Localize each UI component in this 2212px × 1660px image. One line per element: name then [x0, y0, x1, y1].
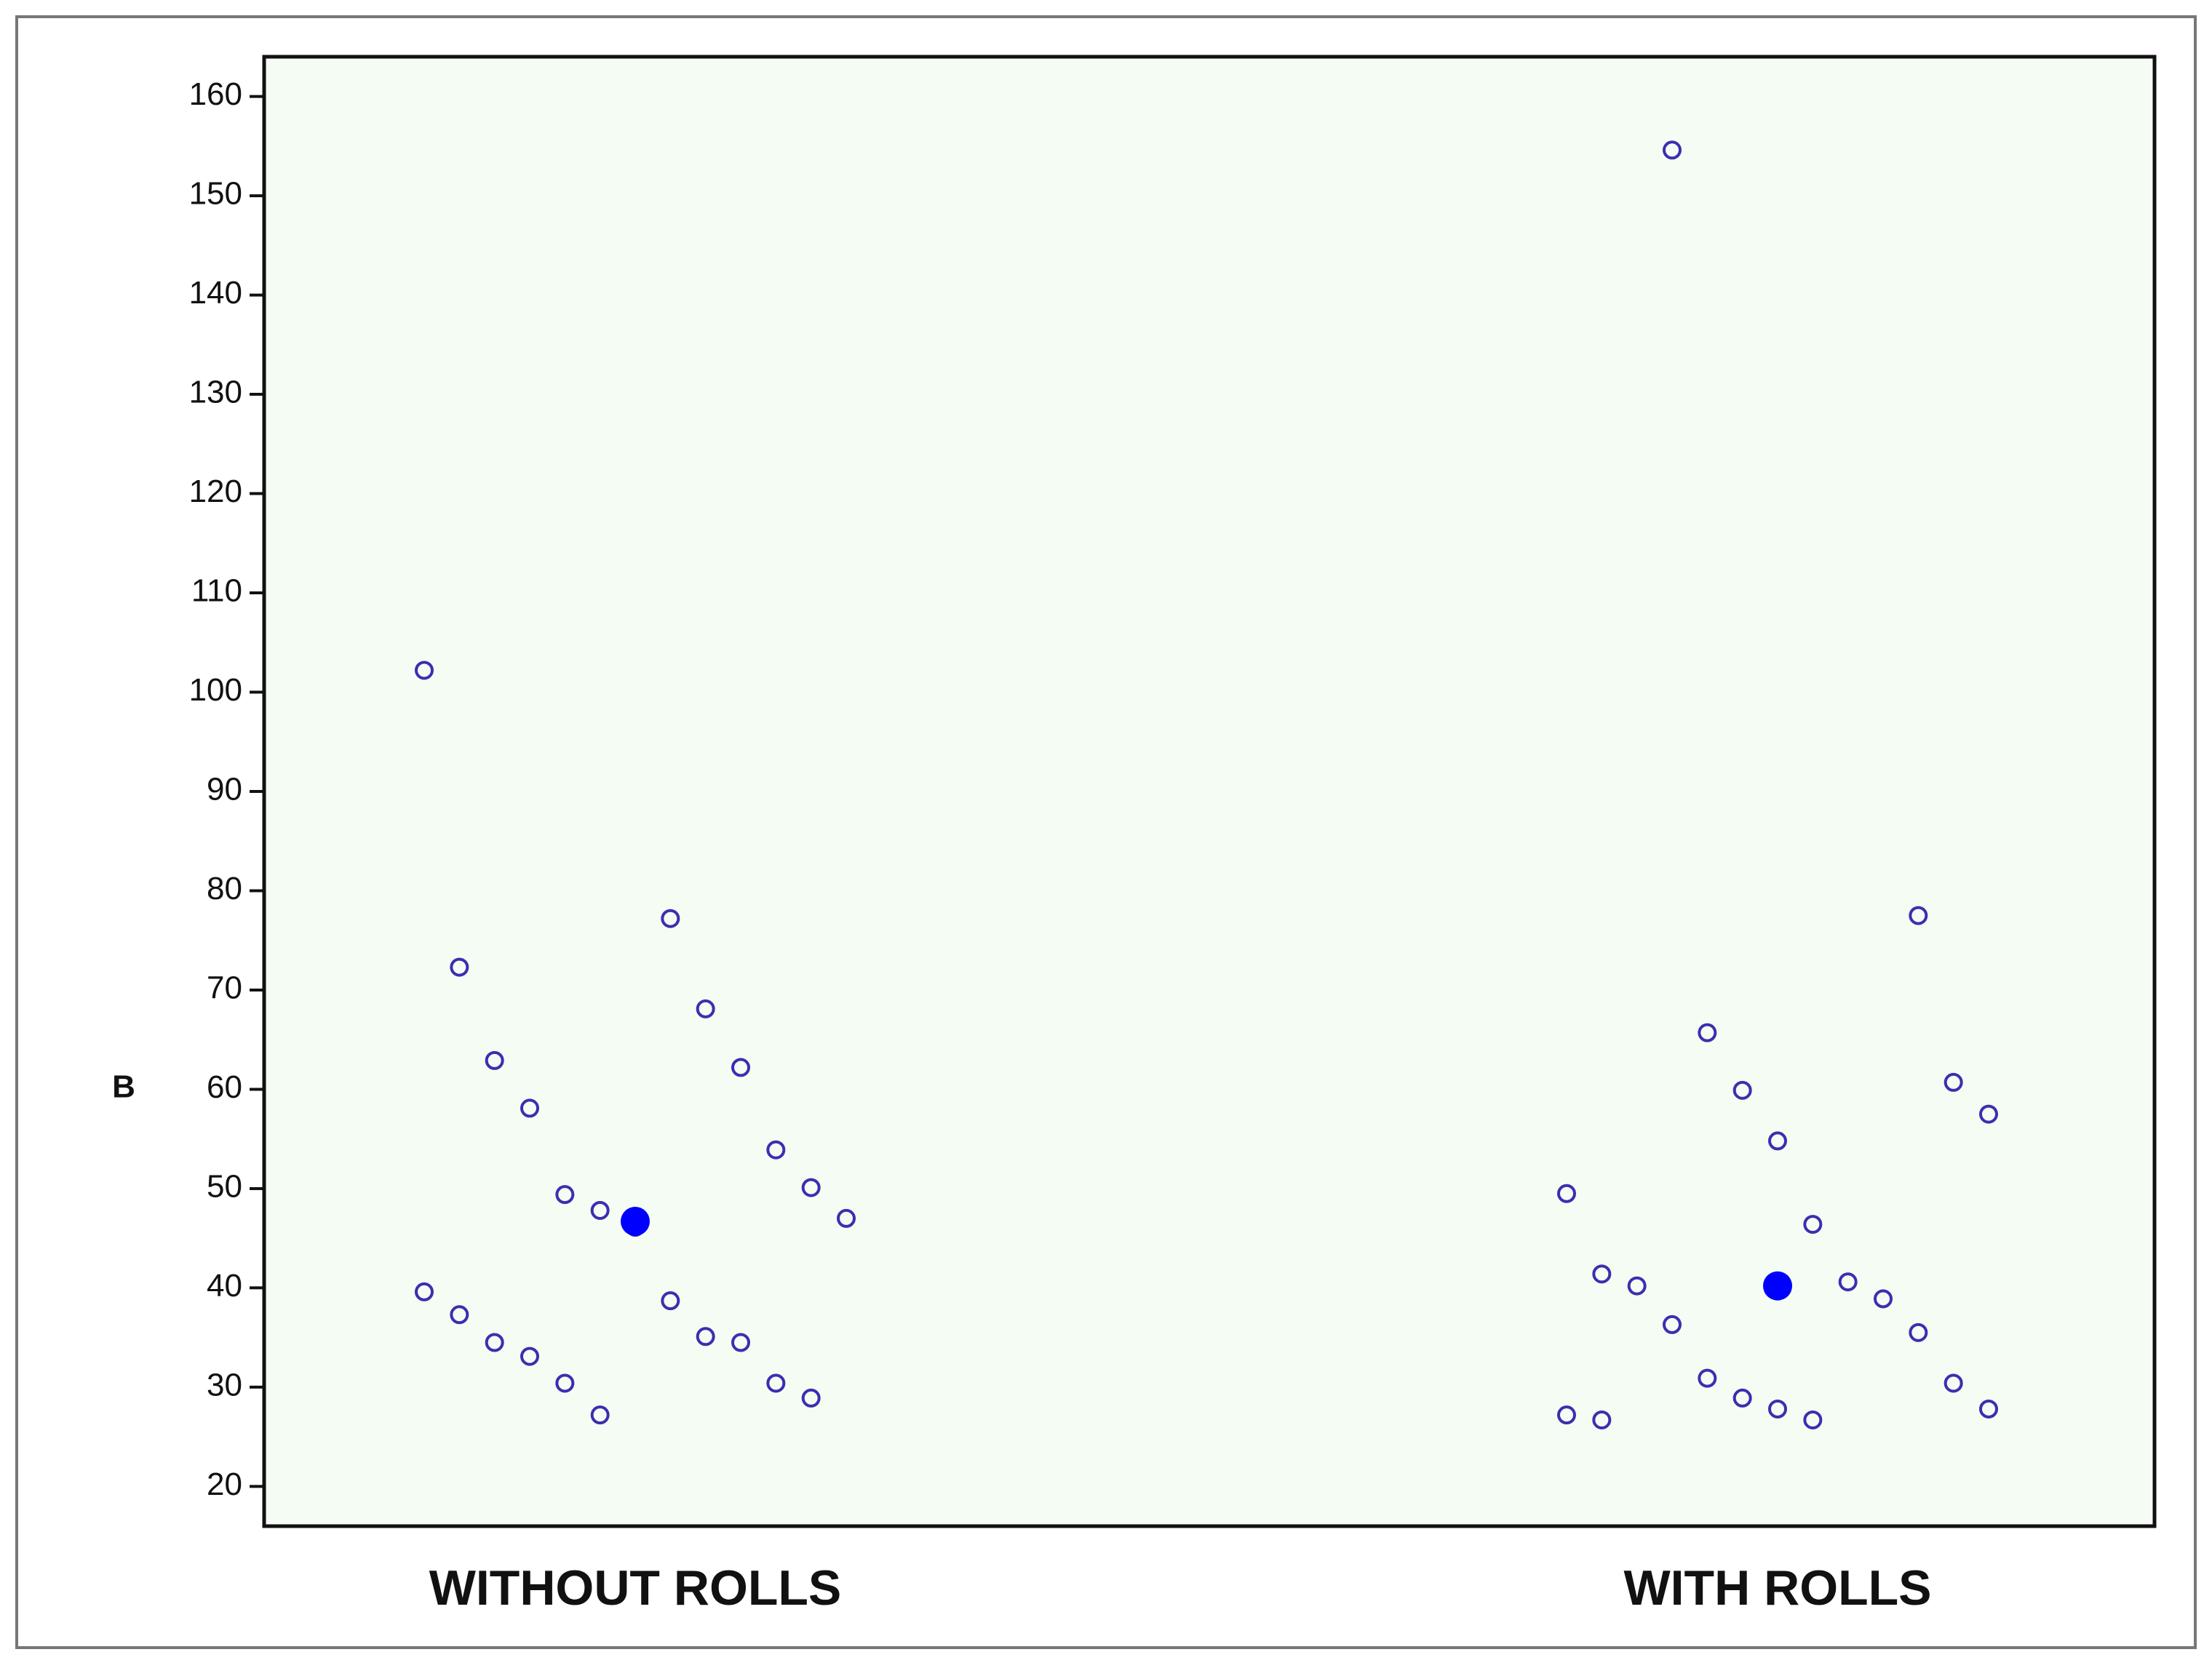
y-tick-label: 110 — [191, 573, 242, 609]
category-label: WITHOUT ROLLS — [429, 1560, 842, 1616]
data-point — [1732, 1388, 1752, 1408]
data-point — [1803, 1215, 1823, 1234]
data-point — [1944, 1373, 1963, 1393]
data-point — [1663, 1314, 1682, 1334]
y-tick-label: 140 — [189, 275, 242, 311]
data-point — [1592, 1264, 1612, 1284]
category-label: WITH ROLLS — [1623, 1560, 1931, 1616]
data-point — [590, 1200, 610, 1220]
y-tick-label: 30 — [207, 1368, 242, 1403]
y-tick-label: 150 — [189, 176, 242, 212]
y-axis-label: B — [112, 1069, 135, 1105]
data-point — [731, 1058, 750, 1077]
data-point — [1557, 1184, 1576, 1203]
data-point — [450, 1305, 469, 1325]
data-point — [520, 1098, 539, 1118]
data-point — [415, 661, 434, 680]
data-point — [1979, 1399, 1998, 1418]
data-point — [1592, 1410, 1612, 1429]
y-tick-label: 40 — [207, 1268, 242, 1304]
data-point — [1944, 1072, 1963, 1092]
data-point — [485, 1333, 504, 1352]
data-point — [766, 1373, 786, 1393]
plot-area — [262, 55, 2157, 1528]
data-point — [485, 1050, 504, 1070]
data-point — [1732, 1080, 1752, 1100]
data-point — [450, 957, 469, 977]
data-point — [1909, 906, 1928, 925]
data-point — [415, 1282, 434, 1301]
data-point — [1768, 1399, 1787, 1418]
y-tick-label: 100 — [189, 672, 242, 708]
data-point — [1698, 1368, 1717, 1388]
data-point — [1979, 1104, 1998, 1124]
data-point — [555, 1373, 575, 1393]
data-point — [1627, 1276, 1647, 1296]
data-point — [696, 999, 715, 1018]
mean-point — [1763, 1271, 1792, 1301]
y-tick-label: 130 — [189, 375, 242, 410]
data-point — [1698, 1023, 1717, 1042]
y-tick-label: 60 — [207, 1069, 242, 1105]
data-point — [520, 1346, 539, 1366]
mean-point — [621, 1206, 650, 1236]
data-point — [696, 1327, 715, 1346]
data-point — [801, 1388, 821, 1408]
data-point — [766, 1140, 786, 1160]
data-point — [801, 1178, 821, 1197]
data-point — [1768, 1131, 1787, 1151]
y-tick-label: 70 — [207, 970, 242, 1006]
y-tick-label: 90 — [207, 772, 242, 807]
y-tick-label: 20 — [207, 1467, 242, 1502]
data-point — [731, 1333, 750, 1352]
data-point — [837, 1208, 856, 1228]
data-point — [1874, 1289, 1893, 1309]
data-point — [1557, 1405, 1576, 1425]
y-tick-label: 160 — [189, 76, 242, 112]
data-point — [590, 1405, 610, 1425]
y-tick-label: 80 — [207, 871, 242, 906]
data-point — [661, 1291, 680, 1311]
data-point — [661, 909, 680, 928]
y-tick-label: 50 — [207, 1169, 242, 1205]
data-point — [1663, 140, 1682, 160]
data-point — [555, 1185, 575, 1205]
data-point — [1909, 1322, 1928, 1342]
data-point — [1838, 1272, 1858, 1292]
data-point — [1803, 1410, 1823, 1429]
y-tick-label: 120 — [189, 474, 242, 509]
